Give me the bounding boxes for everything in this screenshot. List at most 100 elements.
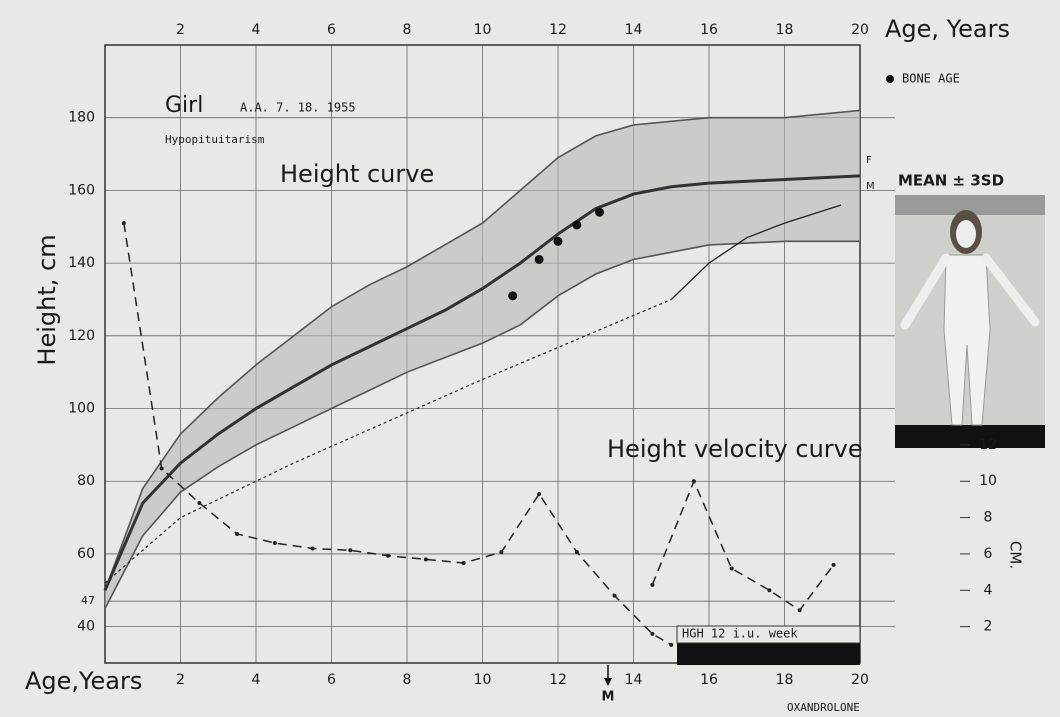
y-tick-label: 80: [77, 473, 95, 489]
velocity-point: [348, 548, 353, 553]
y-tick-label: 100: [68, 401, 95, 417]
velocity-point: [831, 562, 836, 567]
legend-marker: [886, 75, 894, 83]
series-line: [103, 174, 861, 591]
photo: [895, 195, 1045, 448]
sd-band: [105, 110, 860, 609]
bone-age-point: [534, 254, 544, 264]
y2-tick-label: 4: [984, 582, 993, 598]
x-tick-label: 20: [851, 22, 869, 38]
x-tick-label: 14: [625, 672, 643, 688]
y-tick-label: 140: [68, 255, 95, 271]
x-label-top: Age, Years: [885, 15, 1010, 43]
figure-head: [956, 220, 976, 248]
annotation: Height curve: [280, 160, 434, 188]
x-tick-label: 4: [252, 672, 261, 688]
x-tick-label: 12: [549, 22, 567, 38]
arrow-head: [604, 678, 612, 686]
figure-body: [943, 254, 991, 426]
velocity-point: [669, 642, 674, 647]
x-tick-label: 12: [549, 672, 567, 688]
y2-label: CM.: [1007, 541, 1025, 569]
velocity-point: [159, 466, 164, 471]
bone-age-point: [508, 291, 518, 301]
velocity-point: [197, 501, 202, 506]
y-tick-label: 40: [77, 619, 95, 635]
x-tick-label: 2: [176, 22, 185, 38]
hgh-box: [676, 625, 861, 644]
bone-age-point: [572, 220, 582, 230]
velocity-point: [691, 479, 696, 484]
velocity-point: [121, 221, 126, 226]
velocity-point: [650, 582, 655, 587]
velocity-point: [650, 631, 655, 636]
y2-tick-label: 8: [984, 510, 993, 526]
y2-tick-label: 2: [984, 619, 993, 635]
x-label-bottom: Age,Years: [25, 667, 142, 695]
x-tick-label: 6: [327, 22, 336, 38]
annotation: Height velocity curve: [607, 435, 863, 463]
series-line: [651, 479, 835, 612]
velocity-point: [729, 566, 734, 571]
velocity-point: [310, 546, 315, 551]
velocity-point: [574, 550, 579, 555]
velocity-point: [235, 531, 240, 536]
series-line: [104, 298, 672, 584]
series-line: [104, 240, 860, 609]
x-tick-label: 18: [776, 22, 794, 38]
figure-arms: [900, 253, 1040, 330]
legend-label: BONE AGE: [902, 72, 960, 86]
x-tick-label: 20: [851, 672, 869, 688]
velocity-point: [797, 608, 802, 613]
y-tick-label: 60: [77, 546, 95, 562]
bone-age-point: [553, 236, 563, 246]
x-tick-label: 8: [403, 672, 412, 688]
annotation: OXANDROLONE: [787, 701, 860, 714]
velocity-point: [537, 491, 542, 496]
y-label: Height, cm: [33, 234, 61, 365]
y-tick-label: 180: [68, 110, 95, 126]
x-tick-label: 16: [700, 22, 718, 38]
x-tick-label: 4: [252, 22, 261, 38]
annotation: M: [602, 690, 615, 705]
plot-frame: [104, 44, 861, 664]
x-tick-label: 6: [327, 672, 336, 688]
annotation: F: [866, 155, 872, 166]
x-tick-label: 16: [700, 672, 718, 688]
x-tick-label: 18: [776, 672, 794, 688]
annotation: MEAN ± 3SD: [898, 172, 1004, 190]
photo-top: [895, 195, 1045, 215]
velocity-point: [612, 593, 617, 598]
x-tick-label: 10: [474, 22, 492, 38]
bone-age-point: [595, 207, 605, 217]
series-line: [104, 109, 861, 591]
x-tick-label: 2: [176, 672, 185, 688]
annotation: A.A. 7. 18. 1955: [240, 101, 356, 115]
annotation: Hypopituitarism: [165, 133, 265, 146]
series-line: [123, 223, 672, 646]
y2-tick-label: 12: [979, 437, 997, 453]
velocity-point: [272, 541, 277, 546]
y-tick-label: 47: [81, 594, 95, 607]
velocity-point: [767, 588, 772, 593]
photo-floor: [895, 425, 1045, 448]
velocity-point: [386, 553, 391, 558]
x-tick-label: 14: [625, 22, 643, 38]
series-line: [670, 204, 842, 300]
annotation: Girl: [165, 93, 203, 118]
hgh-label: HGH 12 i.u. week: [682, 627, 798, 641]
y2-tick-label: 6: [984, 546, 993, 562]
marks: [103, 109, 861, 647]
velocity-point: [461, 561, 466, 566]
y-tick-label: 160: [68, 182, 95, 198]
annotation: M: [866, 181, 875, 192]
y2-tick-label: 10: [979, 473, 997, 489]
velocity-point: [499, 550, 504, 555]
x-tick-label: 8: [403, 22, 412, 38]
x-tick-label: 10: [474, 672, 492, 688]
y-tick-label: 120: [68, 328, 95, 344]
hgh-bar: [677, 643, 860, 665]
